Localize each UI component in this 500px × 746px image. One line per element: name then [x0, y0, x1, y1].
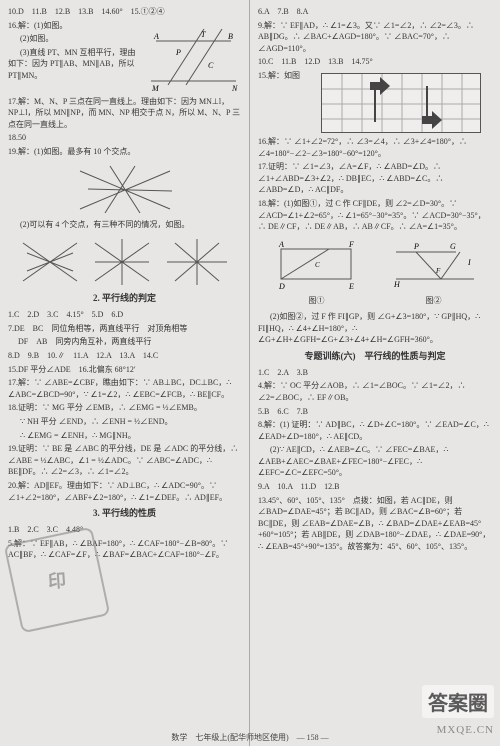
- section-6-title: 专题训练(六) 平行线的性质与判定: [258, 350, 492, 363]
- sec6-mc: 1.C 2.A 3.B: [258, 367, 492, 379]
- sec3-mc: 1.B 2.C 3.C 4.48°: [8, 524, 241, 536]
- svg-text:M: M: [151, 84, 160, 93]
- figure-row: A F D E C 图① G I P H F 图②: [258, 237, 492, 307]
- fig-caption-1: 图①: [269, 295, 364, 307]
- page-footer: 数学 七年级上(配华师地区使用) — 158 —: [0, 732, 500, 743]
- r-q9: 9.解：∵ EF∥AD，∴ ∠1=∠3。又∵ ∠1=∠2，∴ ∠2=∠3。∴ A…: [258, 20, 492, 55]
- fig18-2-wrap: G I P H F 图②: [386, 237, 481, 307]
- svg-text:T: T: [201, 30, 206, 39]
- r-q17: 17.证明：∵ ∠1=∠3，∠A=∠F，∴ ∠ABD=∠D。∴ ∠1+∠ABD=…: [258, 161, 492, 196]
- svg-text:D: D: [278, 282, 285, 291]
- svg-text:F: F: [348, 240, 354, 249]
- sec2-7b: DF AB 同旁内角互补，两直线平行: [8, 336, 241, 348]
- sec2-8: 8.D 9.B 10.∥ 11.A 12.A 13.A 14.C: [8, 350, 241, 362]
- stamp-overlay: 印: [4, 527, 111, 634]
- sec2-18c: ∴ ∠EMG = ∠ENH，∴ MG∥NH。: [8, 430, 241, 442]
- sec2-7a: 7.DE BC 同位角相等，两直线平行 对顶角相等: [8, 323, 241, 335]
- svg-text:H: H: [393, 280, 401, 289]
- sec2-18b: ∵ NH 平分 ∠END，∴ ∠ENH = ½∠END。: [8, 416, 241, 428]
- svg-text:B: B: [228, 32, 233, 41]
- svg-text:A: A: [278, 240, 284, 249]
- r-line1: 6.A 7.B 8.A: [258, 6, 492, 18]
- svg-text:C: C: [315, 261, 320, 269]
- sec6-8b: (2)∵ AE∥CD，∴ ∠AEB=∠C。∵ ∠FEC=∠BAE，∴ ∠AEB+…: [258, 444, 492, 479]
- fig-caption-2: 图②: [386, 295, 481, 307]
- figure-18-1: A F D E C: [269, 237, 364, 292]
- fig18-1-wrap: A F D E C 图①: [269, 237, 364, 307]
- answer-line: 10.D 11.B 12.B 13.B 14.60° 15.①②④: [8, 6, 241, 18]
- svg-text:A: A: [153, 32, 159, 41]
- sec6-56: 5.B 6.C 7.B: [258, 406, 492, 418]
- q16-part1: 16.解：(1)如图。: [8, 20, 142, 32]
- sec2-17: 17.解：∵ ∠ABE=∠CBF，瞧由如下：∵ AB⊥BC，DC⊥BC，∴ ∠A…: [8, 377, 241, 400]
- svg-text:F: F: [435, 267, 441, 275]
- r-line10: 10.C 11.B 12.D 13.B 14.75°: [258, 56, 492, 68]
- section-3-title: 3. 平行线的性质: [8, 507, 241, 520]
- sec6-13: 13.45°、60°、105°、135° 点拨：如图，若 AC∥DE，则 ∠BA…: [258, 495, 492, 553]
- sec2-19: 19.证明：∵ BE 是 ∠ABC 的平分线，DE 是 ∠ADC 的平分线，∴ …: [8, 443, 241, 478]
- sec6-4: 4.解：∵ OC 平分∠AOB，∴ ∠1=∠BOC。∵ ∠1=∠2，∴ ∠2=∠…: [258, 380, 492, 403]
- section-2-title: 2. 平行线的判定: [8, 292, 241, 305]
- watermark-badge: 答案圈: [422, 685, 494, 718]
- q19-2: (2)可以有 4 个交点，有三种不同的情况，如图。: [8, 219, 241, 231]
- sec2-15: 15.DF 平分∠ADE 16.北偏东 68°12′: [8, 364, 241, 376]
- q17: 17.解：M、N、P 三点在同一直线上。理由如下：因为 MN⊥l，NP⊥l，所以…: [8, 96, 241, 131]
- r-q18-2: (2)如图②，过 F 作 FI∥GP，则 ∠G+∠3=180°，∵ GP∥HQ，…: [258, 311, 492, 346]
- figure-q19-1: [70, 161, 180, 216]
- svg-text:E: E: [348, 282, 354, 291]
- r-q18-1: 18.解：(1)如图①，过 C 作 CF∥DE，则 ∠2=∠D=30°。∵ ∠A…: [258, 198, 492, 233]
- q19-head: 19.解：(1)如图。最多有 10 个交点。: [8, 146, 241, 158]
- left-column: 10.D 11.B 12.B 13.B 14.60° 15.①②④ 16.解：(…: [0, 0, 250, 746]
- figure-q16: A B P T M C N: [146, 23, 241, 93]
- sec2-20: 20.解：AD∥EF。理由如下：∵ AD⊥BC，∴ ∠ADC=90°。∵ ∠1+…: [8, 480, 241, 503]
- svg-text:I: I: [467, 258, 471, 267]
- r-q16: 16.解：∵ ∠1+∠2=72°，∴ ∠3=∠4，∴ ∠3+∠4=180°，∴ …: [258, 136, 492, 159]
- svg-text:P: P: [413, 242, 419, 251]
- svg-text:N: N: [231, 84, 238, 93]
- watermark-url: MXQE.CN: [437, 724, 494, 736]
- sec6-8: 8.解：(1) 证明：∵ AD∥BC，∴ ∠D+∠C=180°。∵ ∠EAD=∠…: [258, 419, 492, 442]
- stamp-icon: 印: [47, 566, 67, 593]
- sec6-9: 9.A 10.A 11.D 12.B: [258, 481, 492, 493]
- figure-q19-2: [15, 233, 235, 288]
- svg-text:P: P: [175, 48, 181, 57]
- sec2-mc: 1.C 2.D 3.C 4.15° 5.D 6.D: [8, 309, 241, 321]
- sec2-18: 18.证明：∵ MG 平分 ∠EMB，∴ ∠EMG = ½∠EMB。: [8, 402, 241, 414]
- q16-part3: (3)直线 PT、MN 互相平行，理由如下：因为 PT∥AB、MN∥AB，所以 …: [8, 47, 142, 82]
- figure-18-2: G I P H F: [386, 237, 481, 292]
- svg-text:G: G: [450, 242, 456, 251]
- r-q15: 15.解：如图: [258, 70, 306, 82]
- q16-part2: (2)如图。: [8, 33, 142, 45]
- q18: 18.50: [8, 132, 241, 144]
- figure-grid: [321, 73, 481, 133]
- q16-block: 16.解：(1)如图。 (2)如图。 (3)直线 PT、MN 互相平行，理由如下…: [8, 20, 142, 84]
- svg-text:C: C: [208, 61, 214, 70]
- right-column: 6.A 7.B 8.A 9.解：∵ EF∥AD，∴ ∠1=∠3。又∵ ∠1=∠2…: [250, 0, 500, 746]
